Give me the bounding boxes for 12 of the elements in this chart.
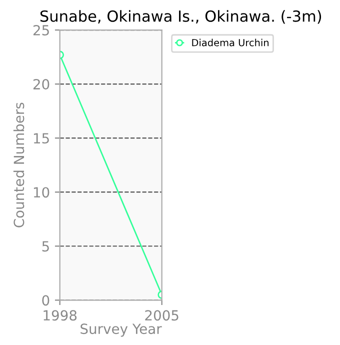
x-tick-label: 2005 xyxy=(145,310,178,321)
x-tick-label: 1998 xyxy=(44,310,77,321)
legend-label: Diadema Urchin xyxy=(192,38,268,46)
y-axis-title: Counted Numbers xyxy=(13,102,24,228)
y-tick-label: 5 xyxy=(42,241,49,252)
x-axis-title: Survey Year xyxy=(80,324,162,337)
y-tick-label: 10 xyxy=(34,187,50,198)
chart-title: Sunabe, Okinawa Is., Okinawa. (-3m) xyxy=(40,10,322,24)
y-tick-label: 0 xyxy=(42,295,50,306)
y-tick-label: 15 xyxy=(34,133,49,144)
y-tick-label: 20 xyxy=(33,79,50,90)
y-tick-label: 25 xyxy=(33,24,49,36)
